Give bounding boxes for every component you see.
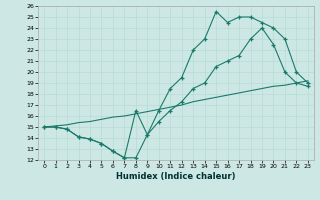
X-axis label: Humidex (Indice chaleur): Humidex (Indice chaleur) — [116, 172, 236, 181]
